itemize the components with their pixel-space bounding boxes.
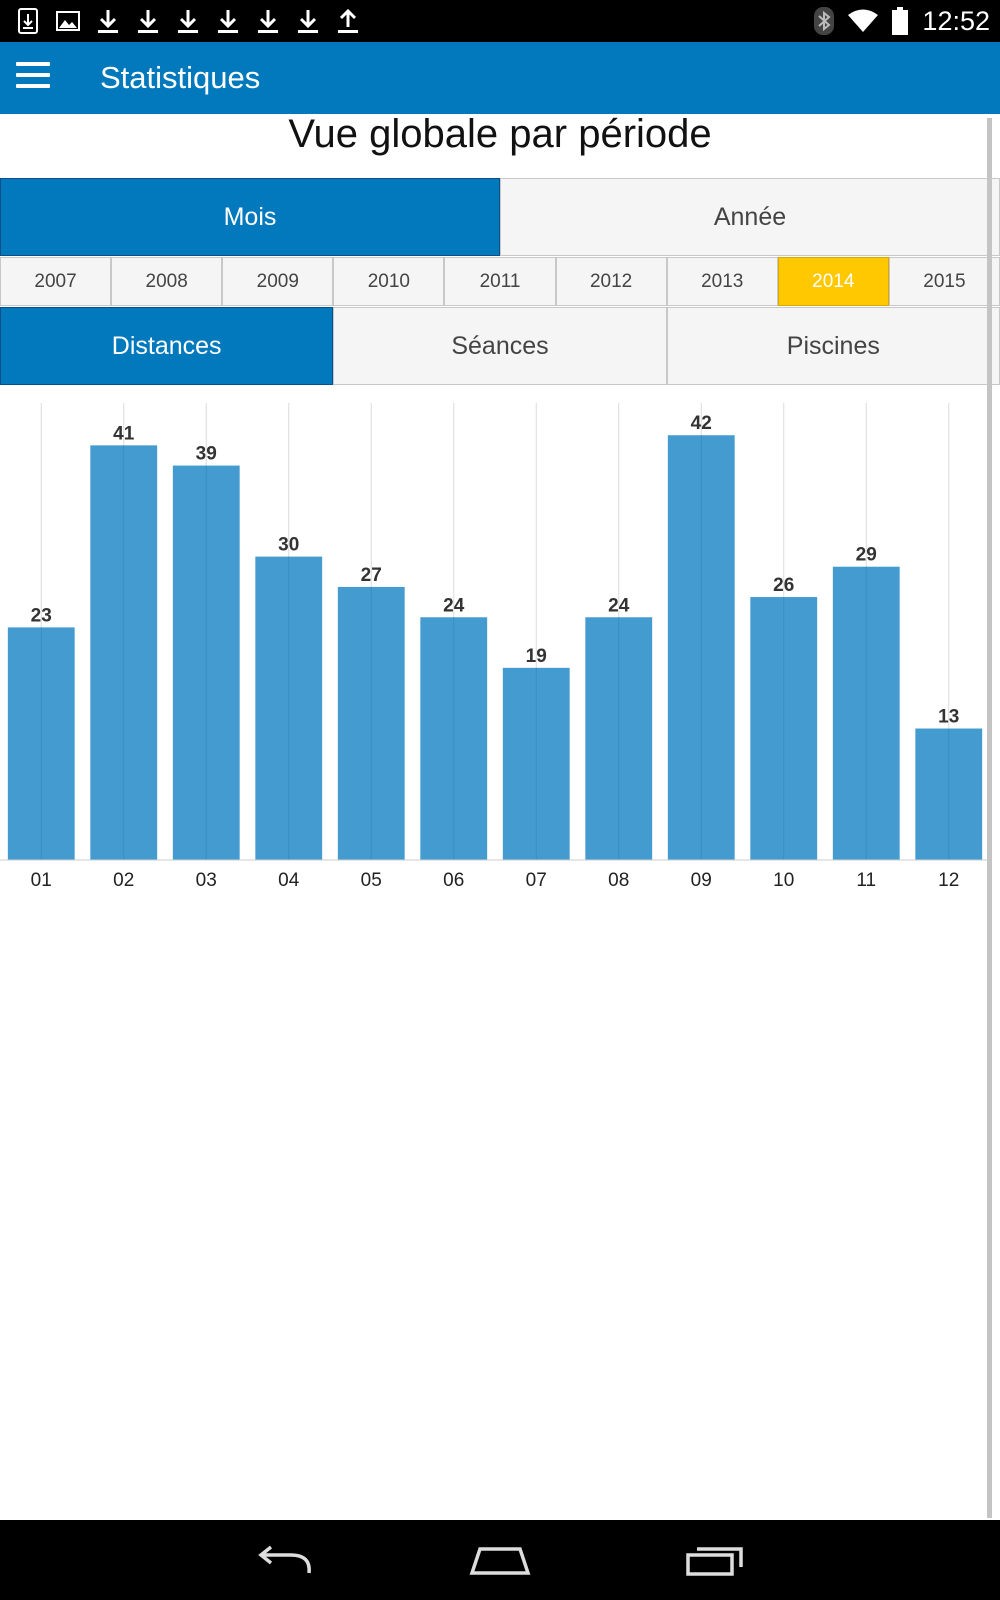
download-icon — [296, 7, 320, 35]
x-tick-label: 06 — [443, 870, 464, 891]
year-2010[interactable]: 2010 — [333, 257, 445, 306]
tab-mois[interactable]: Mois — [0, 178, 500, 256]
scroll-indicator — [987, 118, 992, 1518]
tab-distances[interactable]: Distances — [0, 307, 334, 385]
x-tick-label: 01 — [31, 870, 52, 891]
x-tick-label: 08 — [608, 870, 629, 891]
period-tabs: Mois Année — [0, 178, 1000, 256]
data-label: 29 — [856, 545, 877, 566]
download-icon — [256, 7, 280, 35]
recent-apps-icon[interactable] — [680, 1538, 750, 1582]
home-icon[interactable] — [465, 1538, 535, 1582]
x-tick-label: 11 — [856, 870, 876, 891]
page-title: Vue globale par période — [288, 112, 712, 156]
download-icon — [216, 7, 240, 35]
year-2008[interactable]: 2008 — [111, 257, 223, 306]
data-label: 39 — [196, 444, 217, 465]
data-label: 42 — [691, 413, 712, 434]
x-tick-label: 09 — [691, 870, 712, 891]
navigation-bar — [0, 1520, 1000, 1600]
year-2012[interactable]: 2012 — [555, 257, 667, 306]
app-title: Statistiques — [100, 60, 261, 95]
data-label: 30 — [278, 535, 299, 556]
system-icons: 12:52 — [800, 0, 990, 42]
download-icon — [176, 7, 200, 35]
bar-chart: 23 41 39 30 27 24 19 24 42 26 29 13 01 02 03 04 05 06 07 08… — [0, 395, 990, 895]
app-bar: Statistiques — [0, 42, 1000, 114]
metric-tabs: Distances Séances Piscines — [0, 307, 1000, 385]
upload-icon — [336, 7, 360, 35]
download-icon — [136, 7, 160, 35]
year-2014[interactable]: 2014 — [777, 257, 889, 306]
x-tick-label: 07 — [526, 870, 547, 891]
data-label: 27 — [361, 565, 382, 586]
x-tick-label: 04 — [278, 870, 300, 891]
battery-icon — [892, 7, 909, 35]
year-2009[interactable]: 2009 — [222, 257, 334, 306]
data-label: 24 — [443, 595, 465, 616]
tab-seances[interactable]: Séances — [333, 307, 667, 385]
back-icon[interactable] — [250, 1538, 320, 1582]
year-2007[interactable]: 2007 — [0, 257, 112, 306]
status-bar: 12:52 — [0, 0, 1000, 42]
year-2013[interactable]: 2013 — [666, 257, 778, 306]
status-time: 12:52 — [922, 5, 990, 36]
image-icon — [56, 7, 80, 35]
data-label: 23 — [31, 605, 52, 626]
x-tick-label: 12 — [938, 870, 959, 891]
download-icon — [96, 7, 120, 35]
data-label: 26 — [773, 575, 794, 596]
x-tick-label: 10 — [773, 870, 794, 891]
tab-piscines[interactable]: Piscines — [666, 307, 1000, 385]
data-label: 24 — [608, 595, 630, 616]
data-label: 19 — [526, 646, 547, 667]
bluetooth-icon — [814, 7, 835, 35]
hamburger-menu-icon[interactable] — [16, 62, 50, 92]
year-2015[interactable]: 2015 — [888, 257, 1000, 306]
notification-icons — [16, 6, 376, 36]
year-selector: 2007 2008 2009 2010 2011 2012 2013 2014 … — [0, 257, 1000, 306]
x-tick-label: 05 — [361, 870, 382, 891]
data-label: 13 — [938, 707, 959, 728]
x-tick-label: 03 — [196, 870, 217, 891]
wifi-icon — [848, 9, 879, 33]
chart-svg: 23 41 39 30 27 24 19 24 42 26 29 13 01 02 03 04 05 06 07 08… — [0, 403, 990, 891]
download-box-icon — [16, 7, 40, 35]
tab-annee[interactable]: Année — [500, 178, 1000, 256]
x-tick-label: 02 — [113, 870, 134, 891]
year-2011[interactable]: 2011 — [444, 257, 556, 306]
data-label: 41 — [113, 423, 135, 444]
